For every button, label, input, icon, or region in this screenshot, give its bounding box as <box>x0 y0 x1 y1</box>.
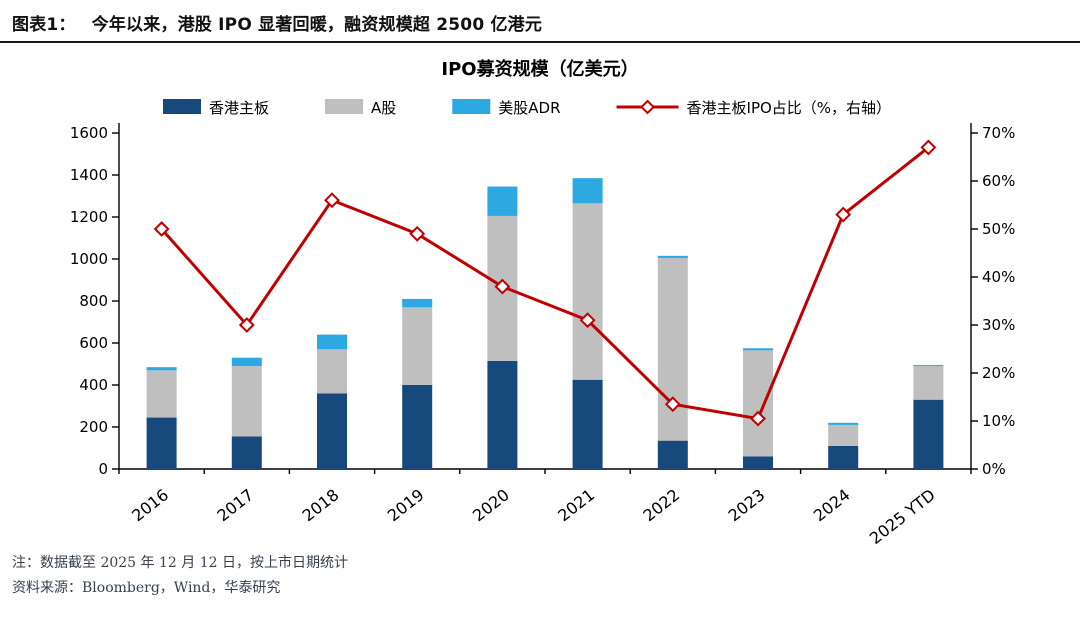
svg-text:2024: 2024 <box>810 485 854 525</box>
bar-segment-series1-cat7 <box>743 350 773 457</box>
bar-segment-series0-cat9 <box>913 399 944 469</box>
legend-swatch-0 <box>163 99 201 114</box>
legend-label-3: 香港主板IPO占比（%，右轴） <box>687 99 892 117</box>
svg-text:50%: 50% <box>982 220 1015 238</box>
bar-segment-series2-cat2 <box>317 334 347 350</box>
svg-text:800: 800 <box>79 292 108 310</box>
svg-text:2022: 2022 <box>639 485 683 525</box>
figure-number-label: 图表1： <box>12 15 76 35</box>
footnote-data-cutoff: 注：数据截至 2025 年 12 月 12 日，按上市日期统计 <box>12 555 348 571</box>
svg-text:10%: 10% <box>982 412 1015 430</box>
svg-text:600: 600 <box>79 334 108 352</box>
svg-text:200: 200 <box>79 418 108 436</box>
chart-title: IPO募资规模（亿美元） <box>441 59 639 80</box>
bar-segment-series2-cat9 <box>913 365 944 367</box>
svg-text:30%: 30% <box>982 316 1015 334</box>
svg-text:0%: 0% <box>982 460 1006 478</box>
bar-segment-series0-cat0 <box>146 417 177 469</box>
line-series-group <box>153 139 937 427</box>
diamond-marker-2 <box>324 192 340 209</box>
bar-segment-series0-cat4 <box>487 360 518 469</box>
legend-swatch-2 <box>452 99 491 114</box>
bar-segment-series1-cat8 <box>828 424 859 446</box>
svg-text:1400: 1400 <box>70 166 108 184</box>
diamond-marker-3 <box>409 225 426 242</box>
bar-segment-series1-cat2 <box>317 349 347 394</box>
bar-series-group <box>146 178 944 469</box>
chart-area: IPO募资规模（亿美元） 0 200 400 600 800 1000 1200 1400 16… <box>10 55 1070 549</box>
bar-segment-series2-cat4 <box>487 186 518 216</box>
bar-segment-series1-cat9 <box>913 366 944 400</box>
bar-segment-series0-cat2 <box>317 393 347 469</box>
legend-label-1: A股 <box>371 99 396 117</box>
legend-diamond-3 <box>640 99 655 115</box>
svg-text:2017: 2017 <box>213 485 257 525</box>
svg-text:2020: 2020 <box>469 485 513 525</box>
svg-text:20%: 20% <box>982 364 1015 382</box>
svg-text:2023: 2023 <box>725 485 769 525</box>
svg-text:2018: 2018 <box>299 485 343 525</box>
bar-segment-series2-cat5 <box>572 178 603 204</box>
svg-text:2021: 2021 <box>554 485 598 525</box>
bar-segment-series2-cat3 <box>402 298 433 308</box>
svg-text:400: 400 <box>79 376 108 394</box>
svg-text:2016: 2016 <box>128 485 172 525</box>
svg-text:1000: 1000 <box>70 250 108 268</box>
diamond-marker-0 <box>153 221 170 237</box>
bar-segment-series0-cat1 <box>231 436 262 469</box>
diamond-marker-4 <box>494 278 511 295</box>
svg-text:2025 YTD: 2025 YTD <box>866 485 939 548</box>
bar-segment-series2-cat6 <box>657 255 688 258</box>
diamond-marker-7 <box>750 410 766 427</box>
bar-segment-series0-cat6 <box>657 440 688 469</box>
footnote-source: 资料来源：Bloomberg，Wind，华泰研究 <box>12 579 281 596</box>
axis-ticks: 0 200 400 600 800 1000 1200 1400 1600 0% 10% 20% 30%… <box>70 124 1016 478</box>
bar-segment-series0-cat5 <box>572 379 603 469</box>
legend-label-0: 香港主板 <box>209 99 269 117</box>
bar-segment-series1-cat1 <box>231 366 262 437</box>
legend-label-2: 美股ADR <box>498 99 560 117</box>
svg-text:40%: 40% <box>982 268 1015 286</box>
diamond-marker-9 <box>920 139 937 156</box>
bar-segment-series2-cat8 <box>828 422 859 425</box>
bar-segment-series1-cat5 <box>572 203 603 380</box>
svg-text:0: 0 <box>98 460 108 478</box>
svg-text:2019: 2019 <box>384 485 428 525</box>
figure-title: 今年以来，港股 IPO 显著回暖，融资规模超 2500 亿港元 <box>91 15 543 35</box>
bar-segment-series1-cat3 <box>402 307 433 385</box>
legend-swatch-1 <box>325 99 364 114</box>
bar-segment-series2-cat7 <box>743 348 773 351</box>
bar-segment-series0-cat7 <box>743 456 773 469</box>
bar-segment-series1-cat6 <box>657 257 688 441</box>
ratio-line <box>160 146 930 421</box>
bar-segment-series0-cat8 <box>828 445 859 469</box>
diamond-marker-5 <box>579 312 596 329</box>
figure-header: 图表1： 今年以来，港股 IPO 显著回暖，融资规模超 2500 亿港元 <box>0 0 1080 43</box>
svg-text:1600: 1600 <box>70 124 108 142</box>
ipo-stacked-bar-line-chart: 0 200 400 600 800 1000 1200 1400 1600 0% 10% 20% 30%… <box>70 99 1016 548</box>
chart-legend: 香港主板 A股 美股ADR 香港主板IPO占比（%，右轴） <box>163 99 891 117</box>
svg-text:70%: 70% <box>982 124 1015 142</box>
diamond-marker-1 <box>238 317 255 333</box>
diamond-marker-6 <box>664 396 681 413</box>
figure-footer: 注：数据截至 2025 年 12 月 12 日，按上市日期统计 资料来源：Blo… <box>12 551 1080 600</box>
svg-text:1200: 1200 <box>70 208 108 226</box>
x-axis-labels: 2016 2017 2018 2019 2020 2021 2022 2023 2024 2025… <box>128 485 939 548</box>
svg-text:60%: 60% <box>982 172 1015 190</box>
bar-segment-series2-cat0 <box>146 367 177 371</box>
diamond-marker-8 <box>835 206 852 223</box>
bar-segment-series0-cat3 <box>402 385 433 469</box>
bar-segment-series2-cat1 <box>231 357 262 367</box>
bar-segment-series1-cat0 <box>146 370 177 418</box>
